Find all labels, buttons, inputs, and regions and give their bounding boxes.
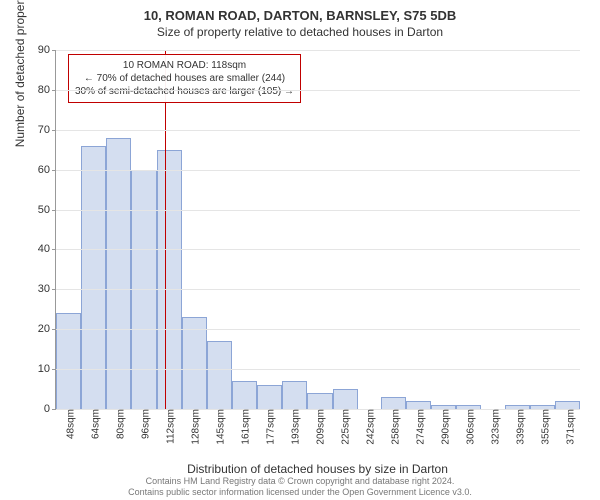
- y-axis-label: Number of detached properties: [13, 0, 27, 147]
- title-sub: Size of property relative to detached ho…: [0, 23, 600, 39]
- bar: [157, 150, 182, 409]
- bar: [207, 341, 232, 409]
- x-tick-label: 274sqm: [409, 409, 426, 445]
- bars-container: [56, 50, 580, 409]
- x-tick-label: 258sqm: [384, 409, 401, 445]
- y-tick-label: 20: [38, 323, 56, 335]
- x-tick-label: 355sqm: [534, 409, 551, 445]
- x-tick-label: 64sqm: [85, 409, 102, 439]
- y-tick-label: 80: [38, 84, 56, 96]
- reference-line: [165, 50, 166, 409]
- y-tick-label: 10: [38, 363, 56, 375]
- x-tick-label: 193sqm: [285, 409, 302, 445]
- grid-line: [56, 210, 580, 211]
- bar: [56, 313, 81, 409]
- bar: [555, 401, 580, 409]
- x-tick-label: 339sqm: [509, 409, 526, 445]
- x-tick-label: 48sqm: [60, 409, 77, 439]
- chart-area: 10 ROMAN ROAD: 118sqm ← 70% of detached …: [55, 50, 580, 410]
- x-tick-label: 96sqm: [135, 409, 152, 439]
- y-tick-label: 60: [38, 164, 56, 176]
- annotation-line3: 30% of semi-detached houses are larger (…: [75, 85, 294, 98]
- footer: Contains HM Land Registry data © Crown c…: [0, 476, 600, 498]
- x-axis-label: Distribution of detached houses by size …: [55, 462, 580, 476]
- footer-line2: Contains public sector information licen…: [0, 487, 600, 498]
- y-tick-label: 40: [38, 243, 56, 255]
- bar: [333, 389, 358, 409]
- x-tick-label: 80sqm: [110, 409, 127, 439]
- grid-line: [56, 50, 580, 51]
- bar: [282, 381, 307, 409]
- x-tick-label: 128sqm: [185, 409, 202, 445]
- x-tick-label: 371sqm: [559, 409, 576, 445]
- y-tick-label: 90: [38, 44, 56, 56]
- y-tick-label: 0: [44, 403, 56, 415]
- annotation-line2: ← 70% of detached houses are smaller (24…: [75, 72, 294, 85]
- annotation-box: 10 ROMAN ROAD: 118sqm ← 70% of detached …: [68, 54, 301, 103]
- bar: [381, 397, 406, 409]
- x-tick-label: 112sqm: [160, 409, 177, 444]
- grid-line: [56, 249, 580, 250]
- grid-line: [56, 369, 580, 370]
- y-tick-label: 30: [38, 283, 56, 295]
- y-tick-label: 70: [38, 124, 56, 136]
- footer-line1: Contains HM Land Registry data © Crown c…: [0, 476, 600, 487]
- x-tick-label: 242sqm: [359, 409, 376, 445]
- x-tick-label: 161sqm: [235, 409, 252, 445]
- y-tick-label: 50: [38, 204, 56, 216]
- bar: [232, 381, 257, 409]
- grid-line: [56, 90, 580, 91]
- grid-line: [56, 130, 580, 131]
- x-tick-label: 306sqm: [459, 409, 476, 445]
- grid-line: [56, 329, 580, 330]
- x-tick-label: 145sqm: [210, 409, 227, 445]
- x-tick-label: 290sqm: [434, 409, 451, 445]
- bar: [406, 401, 431, 409]
- title-main: 10, ROMAN ROAD, DARTON, BARNSLEY, S75 5D…: [0, 0, 600, 23]
- bar: [182, 317, 207, 409]
- x-tick-label: 225sqm: [334, 409, 351, 445]
- bar: [257, 385, 282, 409]
- bar: [307, 393, 332, 409]
- grid-line: [56, 170, 580, 171]
- grid-line: [56, 289, 580, 290]
- x-tick-label: 209sqm: [310, 409, 327, 445]
- x-tick-label: 323sqm: [484, 409, 501, 445]
- plot-region: 10 ROMAN ROAD: 118sqm ← 70% of detached …: [55, 50, 580, 410]
- x-tick-label: 177sqm: [260, 409, 277, 445]
- annotation-line1: 10 ROMAN ROAD: 118sqm: [75, 59, 294, 72]
